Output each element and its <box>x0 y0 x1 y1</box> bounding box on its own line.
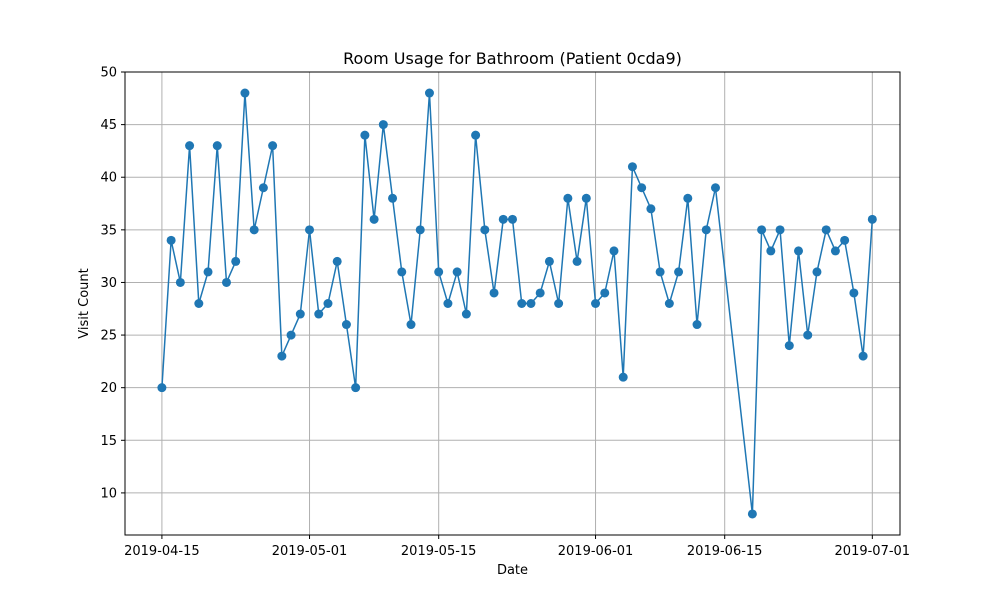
data-point <box>351 383 361 393</box>
data-point <box>674 267 684 277</box>
data-point <box>572 256 582 266</box>
data-point <box>766 246 776 256</box>
data-point <box>591 299 601 308</box>
data-point <box>434 267 444 277</box>
data-point <box>775 225 785 235</box>
data-point <box>397 267 407 277</box>
data-point <box>249 225 259 235</box>
y-axis-label: Visit Count <box>77 268 92 338</box>
data-point <box>664 299 674 308</box>
data-point <box>535 288 545 298</box>
data-point <box>637 183 647 193</box>
data-point <box>701 225 711 235</box>
data-point <box>692 320 702 330</box>
data-point <box>683 193 693 203</box>
data-point <box>406 320 416 330</box>
data-point <box>277 351 287 361</box>
y-tick-label: 45 <box>100 118 117 133</box>
data-point <box>794 246 804 256</box>
y-tick-label: 35 <box>100 223 117 238</box>
plot-area-frame <box>124 71 901 536</box>
data-point <box>332 256 342 266</box>
data-point <box>185 141 195 151</box>
data-point <box>526 299 536 308</box>
data-point <box>508 214 517 224</box>
data-point <box>443 299 453 308</box>
y-tick-label: 15 <box>100 434 117 449</box>
data-point <box>581 193 591 203</box>
data-point <box>784 341 794 351</box>
data-point <box>830 246 840 256</box>
data-point <box>480 225 490 235</box>
data-point <box>858 351 868 361</box>
data-point <box>600 288 610 298</box>
data-point <box>821 225 831 235</box>
y-tick-label: 10 <box>100 486 117 501</box>
data-point <box>212 141 222 151</box>
data-point <box>452 267 462 277</box>
data-point <box>563 193 573 203</box>
x-axis-label: Date <box>497 563 528 578</box>
y-tick-label: 30 <box>100 276 117 291</box>
data-point <box>388 193 398 203</box>
data-point <box>314 309 324 319</box>
data-point <box>461 309 471 319</box>
x-tick-label: 2019-07-01 <box>835 544 911 559</box>
x-tick-label: 2019-04-15 <box>124 544 200 559</box>
data-point <box>286 330 296 340</box>
data-point <box>609 246 619 256</box>
data-point <box>655 267 665 277</box>
y-tick-label: 20 <box>100 381 117 396</box>
data-point <box>812 267 822 277</box>
data-point <box>231 256 241 266</box>
data-point <box>840 235 850 245</box>
data-point <box>258 183 268 193</box>
data-point <box>360 130 370 140</box>
data-point <box>517 299 527 308</box>
data-point <box>221 277 231 287</box>
x-tick-label: 2019-05-15 <box>401 544 477 559</box>
data-point <box>295 309 305 319</box>
y-tick-label: 40 <box>100 171 117 186</box>
x-tick-label: 2019-06-15 <box>687 544 763 559</box>
data-point <box>240 88 250 98</box>
data-point <box>554 299 564 308</box>
data-point <box>341 320 351 330</box>
data-point <box>194 299 204 308</box>
data-point <box>627 162 637 172</box>
data-point <box>157 383 167 393</box>
data-point <box>867 214 877 224</box>
data-point <box>803 330 813 340</box>
data-point <box>305 225 315 235</box>
x-tick-label: 2019-06-01 <box>558 544 634 559</box>
data-point <box>268 141 278 151</box>
data-point <box>175 277 185 287</box>
y-tick-label: 50 <box>100 66 117 81</box>
data-point <box>369 214 379 224</box>
data-point <box>424 88 434 98</box>
x-tick-label: 2019-05-01 <box>272 544 348 559</box>
data-point <box>415 225 425 235</box>
data-point <box>378 120 388 130</box>
data-point <box>757 225 767 235</box>
series-visits <box>157 88 877 519</box>
x-axis-ticks: 2019-04-15 2019-05-01 2019-05-15 2019-06-01… <box>124 535 910 559</box>
data-point <box>166 235 176 245</box>
data-point <box>747 509 757 519</box>
data-point <box>203 267 213 277</box>
data-point <box>849 288 859 298</box>
chart-title: Room Usage for Bathroom (Patient 0cda9) <box>343 49 682 68</box>
y-tick-label: 25 <box>100 329 117 344</box>
data-point <box>498 214 508 224</box>
data-point <box>323 299 333 308</box>
data-point <box>710 183 720 193</box>
data-point <box>646 204 656 214</box>
data-point <box>544 256 554 266</box>
data-point <box>489 288 499 298</box>
data-point <box>618 372 628 382</box>
y-axis-ticks: 10 15 20 25 30 35 40 45 50 <box>100 66 125 501</box>
data-point <box>471 130 481 140</box>
